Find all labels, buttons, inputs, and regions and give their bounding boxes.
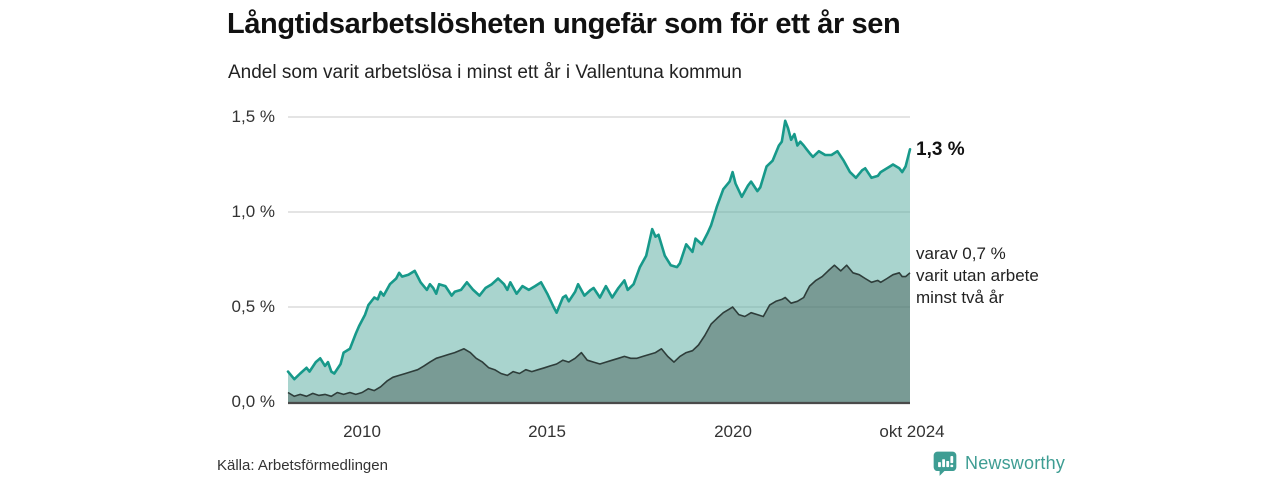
annotation-line-3: minst två år: [916, 288, 1004, 307]
x-tick-2015: 2015: [528, 422, 566, 441]
y-tick-1-5: 1,5 %: [231, 107, 275, 126]
x-tick-2020: 2020: [714, 422, 752, 441]
y-tick-1-0: 1,0 %: [231, 202, 275, 221]
annotation-line-1: varav 0,7 %: [916, 244, 1006, 263]
newsworthy-logo-icon: [932, 450, 958, 477]
chart-title: Långtidsarbetslösheten ungefär som för e…: [227, 8, 901, 40]
series-annotation-two-years: varav 0,7 % varit utan arbete minst två …: [916, 243, 1039, 309]
x-tick-2010: 2010: [343, 422, 381, 441]
source-note: Källa: Arbetsförmedlingen: [217, 457, 388, 474]
newsworthy-brand: Newsworthy: [932, 450, 1065, 477]
series-end-label-total: 1,3 %: [916, 139, 965, 160]
chart-subtitle: Andel som varit arbetslösa i minst ett å…: [228, 62, 742, 83]
annotation-line-2: varit utan arbete: [916, 266, 1039, 285]
area-fill-two-years: [288, 265, 910, 402]
line-two-years: [287, 264, 911, 398]
newsworthy-brand-text: Newsworthy: [965, 453, 1066, 473]
area-fill-one-year: [288, 120, 910, 403]
x-tick-okt-2024: okt 2024: [879, 422, 945, 441]
line-one-year: [286, 119, 912, 381]
y-tick-0-5: 0,5 %: [231, 297, 275, 316]
y-tick-0-0: 0,0 %: [231, 392, 275, 411]
